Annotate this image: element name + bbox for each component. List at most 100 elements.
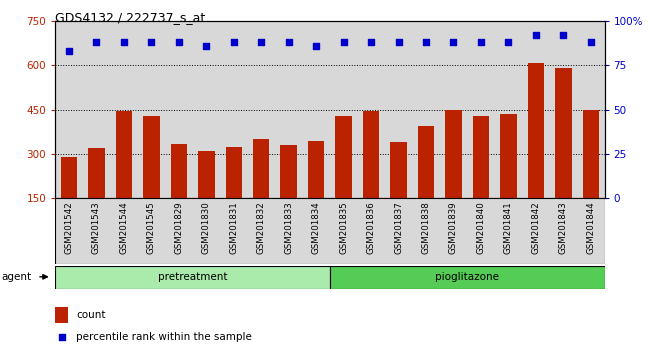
Bar <box>495 198 522 264</box>
Text: GSM201543: GSM201543 <box>92 201 101 254</box>
Bar <box>439 21 467 198</box>
Text: GSM201837: GSM201837 <box>394 201 403 254</box>
Bar <box>577 198 605 264</box>
Bar <box>582 110 599 242</box>
Bar <box>83 198 110 264</box>
Text: GSM201838: GSM201838 <box>421 201 430 254</box>
Bar <box>55 266 330 289</box>
Point <box>64 48 74 54</box>
Text: GSM201835: GSM201835 <box>339 201 348 254</box>
Bar <box>385 198 412 264</box>
Bar <box>83 21 110 198</box>
Bar <box>467 198 495 264</box>
Point <box>421 40 431 45</box>
Text: GSM201836: GSM201836 <box>367 201 376 254</box>
Bar <box>550 198 577 264</box>
Bar <box>308 141 324 242</box>
Point <box>57 334 67 340</box>
Point <box>448 40 459 45</box>
Bar <box>111 198 138 264</box>
Bar <box>138 198 165 264</box>
Text: GSM201841: GSM201841 <box>504 201 513 254</box>
Bar <box>363 111 380 242</box>
Bar <box>220 198 248 264</box>
Bar <box>226 147 242 242</box>
Point <box>530 33 541 38</box>
Point <box>201 43 211 49</box>
Point <box>586 40 596 45</box>
Point <box>558 33 569 38</box>
Bar <box>88 148 105 242</box>
Text: GDS4132 / 222737_s_at: GDS4132 / 222737_s_at <box>55 11 205 24</box>
Point <box>146 40 157 45</box>
Text: GSM201544: GSM201544 <box>120 201 129 254</box>
Point <box>366 40 376 45</box>
Bar <box>275 21 302 198</box>
Bar <box>358 198 385 264</box>
Bar <box>555 68 571 242</box>
Bar <box>385 21 412 198</box>
Bar <box>412 21 439 198</box>
Bar <box>528 63 544 242</box>
Bar <box>60 157 77 242</box>
Bar <box>248 198 275 264</box>
Text: pretreatment: pretreatment <box>158 272 227 282</box>
Bar <box>275 198 302 264</box>
Point <box>174 40 184 45</box>
Bar <box>165 198 192 264</box>
Text: GSM201829: GSM201829 <box>174 201 183 254</box>
Bar <box>412 198 439 264</box>
Bar <box>500 114 517 242</box>
Bar <box>577 21 605 198</box>
Text: GSM201542: GSM201542 <box>64 201 73 254</box>
Point <box>476 40 486 45</box>
Bar <box>55 21 83 198</box>
Bar <box>330 198 358 264</box>
Point <box>256 40 266 45</box>
Text: GSM201844: GSM201844 <box>586 201 595 254</box>
Bar <box>418 126 434 242</box>
Bar <box>358 21 385 198</box>
Bar <box>445 110 462 242</box>
Text: pioglitazone: pioglitazone <box>436 272 499 282</box>
Text: GSM201834: GSM201834 <box>311 201 320 254</box>
Point <box>393 40 404 45</box>
Text: agent: agent <box>1 272 31 282</box>
Text: GSM201831: GSM201831 <box>229 201 239 254</box>
Text: GSM201545: GSM201545 <box>147 201 156 254</box>
Bar <box>550 21 577 198</box>
Bar <box>390 142 407 242</box>
Bar <box>138 21 165 198</box>
Bar <box>439 198 467 264</box>
Bar <box>522 198 550 264</box>
Point <box>91 40 101 45</box>
Text: percentile rank within the sample: percentile rank within the sample <box>76 332 252 342</box>
Bar <box>302 198 330 264</box>
Bar <box>280 145 297 242</box>
Bar <box>165 21 192 198</box>
Point <box>229 40 239 45</box>
Point <box>339 40 349 45</box>
Text: GSM201830: GSM201830 <box>202 201 211 254</box>
Bar <box>55 198 83 264</box>
Bar <box>116 111 132 242</box>
Bar <box>330 266 604 289</box>
Bar <box>192 21 220 198</box>
Bar <box>248 21 275 198</box>
Point <box>283 40 294 45</box>
Point <box>119 40 129 45</box>
Bar <box>253 139 270 242</box>
Text: GSM201832: GSM201832 <box>257 201 266 254</box>
Text: count: count <box>76 310 105 320</box>
Text: GSM201833: GSM201833 <box>284 201 293 254</box>
Bar <box>192 198 220 264</box>
Bar <box>198 151 214 242</box>
Text: GSM201843: GSM201843 <box>559 201 568 254</box>
Point <box>311 43 321 49</box>
Bar <box>330 21 358 198</box>
Text: GSM201840: GSM201840 <box>476 201 486 254</box>
Bar <box>467 21 495 198</box>
Text: GSM201839: GSM201839 <box>449 201 458 254</box>
Point <box>503 40 514 45</box>
Bar <box>111 21 138 198</box>
